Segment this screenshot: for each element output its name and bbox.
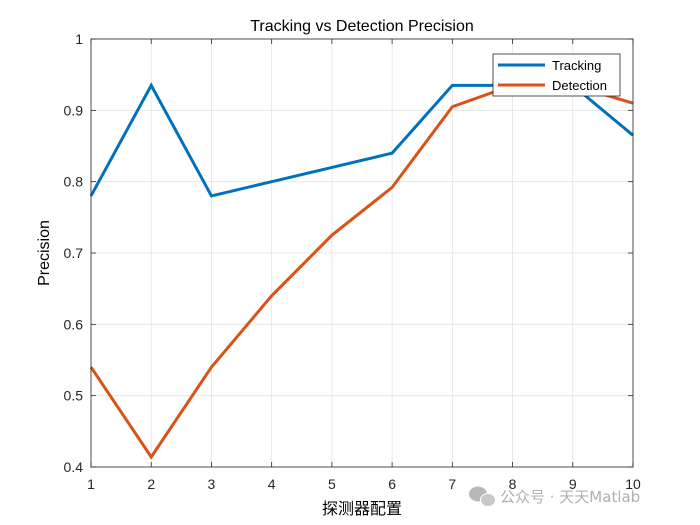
legend-label-detection: Detection (552, 78, 607, 93)
x-tick-label: 4 (268, 476, 276, 492)
x-tick-label: 10 (625, 476, 641, 492)
y-tick-label: 0.8 (64, 174, 84, 190)
legend: Tracking Detection (492, 53, 621, 97)
x-tick-label: 5 (328, 476, 336, 492)
y-tick-label: 0.7 (64, 245, 84, 261)
legend-label-tracking: Tracking (552, 58, 601, 73)
x-tick-label: 8 (509, 476, 517, 492)
ticks (90, 38, 634, 468)
y-tick-label: 0.6 (64, 316, 84, 332)
x-tick-label: 6 (388, 476, 396, 492)
legend-box (492, 53, 621, 97)
x-tick-label: 7 (448, 476, 456, 492)
y-tick-label: 0.9 (64, 102, 84, 118)
x-tick-label: 1 (87, 476, 95, 492)
y-tick-label: 1 (75, 31, 83, 47)
y-tick-label: 0.4 (64, 459, 84, 475)
y-tick-label: 0.5 (64, 388, 84, 404)
chart-title: Tracking vs Detection Precision (250, 18, 474, 35)
x-tick-label: 3 (208, 476, 216, 492)
wechat-icon (469, 486, 496, 507)
tick-labels: 1 2 3 4 5 6 7 8 9 10 0.4 0.5 0.6 0.7 0.8 0.9 1 (64, 31, 641, 492)
watermark-text: 公众号 · 天天Matlab (500, 488, 640, 506)
y-axis-label: Precision (36, 220, 53, 286)
x-tick-label: 9 (569, 476, 577, 492)
x-tick-label: 2 (147, 476, 155, 492)
x-axis-label: 探测器配置 (322, 499, 402, 518)
watermark: 公众号 · 天天Matlab (469, 486, 640, 507)
